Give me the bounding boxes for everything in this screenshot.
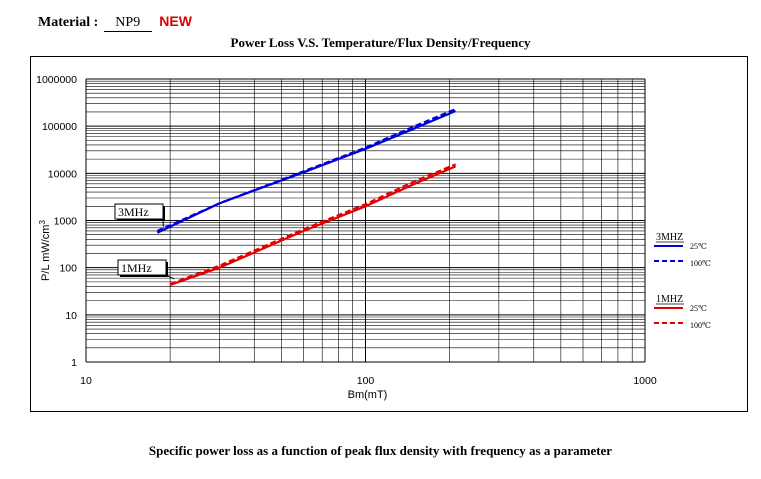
material-value: NP9	[103, 15, 152, 32]
y-tick-label: 100	[59, 263, 77, 275]
chart-title: Power Loss V.S. Temperature/Flux Density…	[230, 35, 531, 50]
x-tick-label: 100	[357, 375, 375, 387]
y-tick-label: 100000	[42, 121, 77, 133]
x-tick-label: 10	[80, 375, 92, 387]
chart-frame	[30, 56, 748, 412]
material-label: Material :	[38, 15, 99, 30]
series-line	[156, 109, 457, 234]
y-tick-label: 10000	[48, 168, 77, 180]
y-axis-label-text: P/L mW/cm	[40, 225, 52, 281]
series-line	[169, 165, 457, 287]
x-axis-label: Bm(mT)	[348, 389, 388, 401]
series-lines	[156, 108, 457, 287]
series-line	[156, 108, 457, 233]
callout-box	[117, 259, 167, 276]
legend-entry-label: 100℃	[690, 321, 711, 330]
figure-caption: Specific power loss as a function of pea…	[148, 443, 613, 458]
legend-entry-label: 100℃	[690, 259, 711, 268]
y-tick-label: 1	[71, 357, 77, 369]
material-header: Material : NP9 NEW	[38, 13, 192, 32]
legend-group-label: 3MHZ	[656, 232, 683, 243]
legend-entry-label: 25℃	[690, 304, 707, 313]
callout-label: 1MHz	[121, 261, 152, 275]
legend: 3MHZ 25℃ 100℃ 1MHZ 25℃ 100℃	[654, 232, 711, 330]
series-line	[169, 163, 457, 286]
y-axis-label: P/L mW/cm3	[38, 220, 52, 281]
y-tick-label: 1000000	[36, 74, 77, 86]
x-tick-label: 1000	[633, 375, 657, 387]
legend-group-label: 1MHZ	[656, 294, 683, 305]
y-axis-label-superscript: 3	[38, 220, 47, 225]
legend-entry-label: 25℃	[690, 242, 707, 251]
callout-label: 3MHz	[118, 205, 149, 219]
new-badge: NEW	[159, 13, 192, 29]
y-tick-label: 10	[65, 310, 77, 322]
frequency-callouts: 3MHz 1MHz	[114, 203, 175, 280]
chart-grid	[85, 78, 646, 363]
y-tick-label: 1000	[54, 216, 78, 228]
callout-box	[114, 203, 164, 220]
